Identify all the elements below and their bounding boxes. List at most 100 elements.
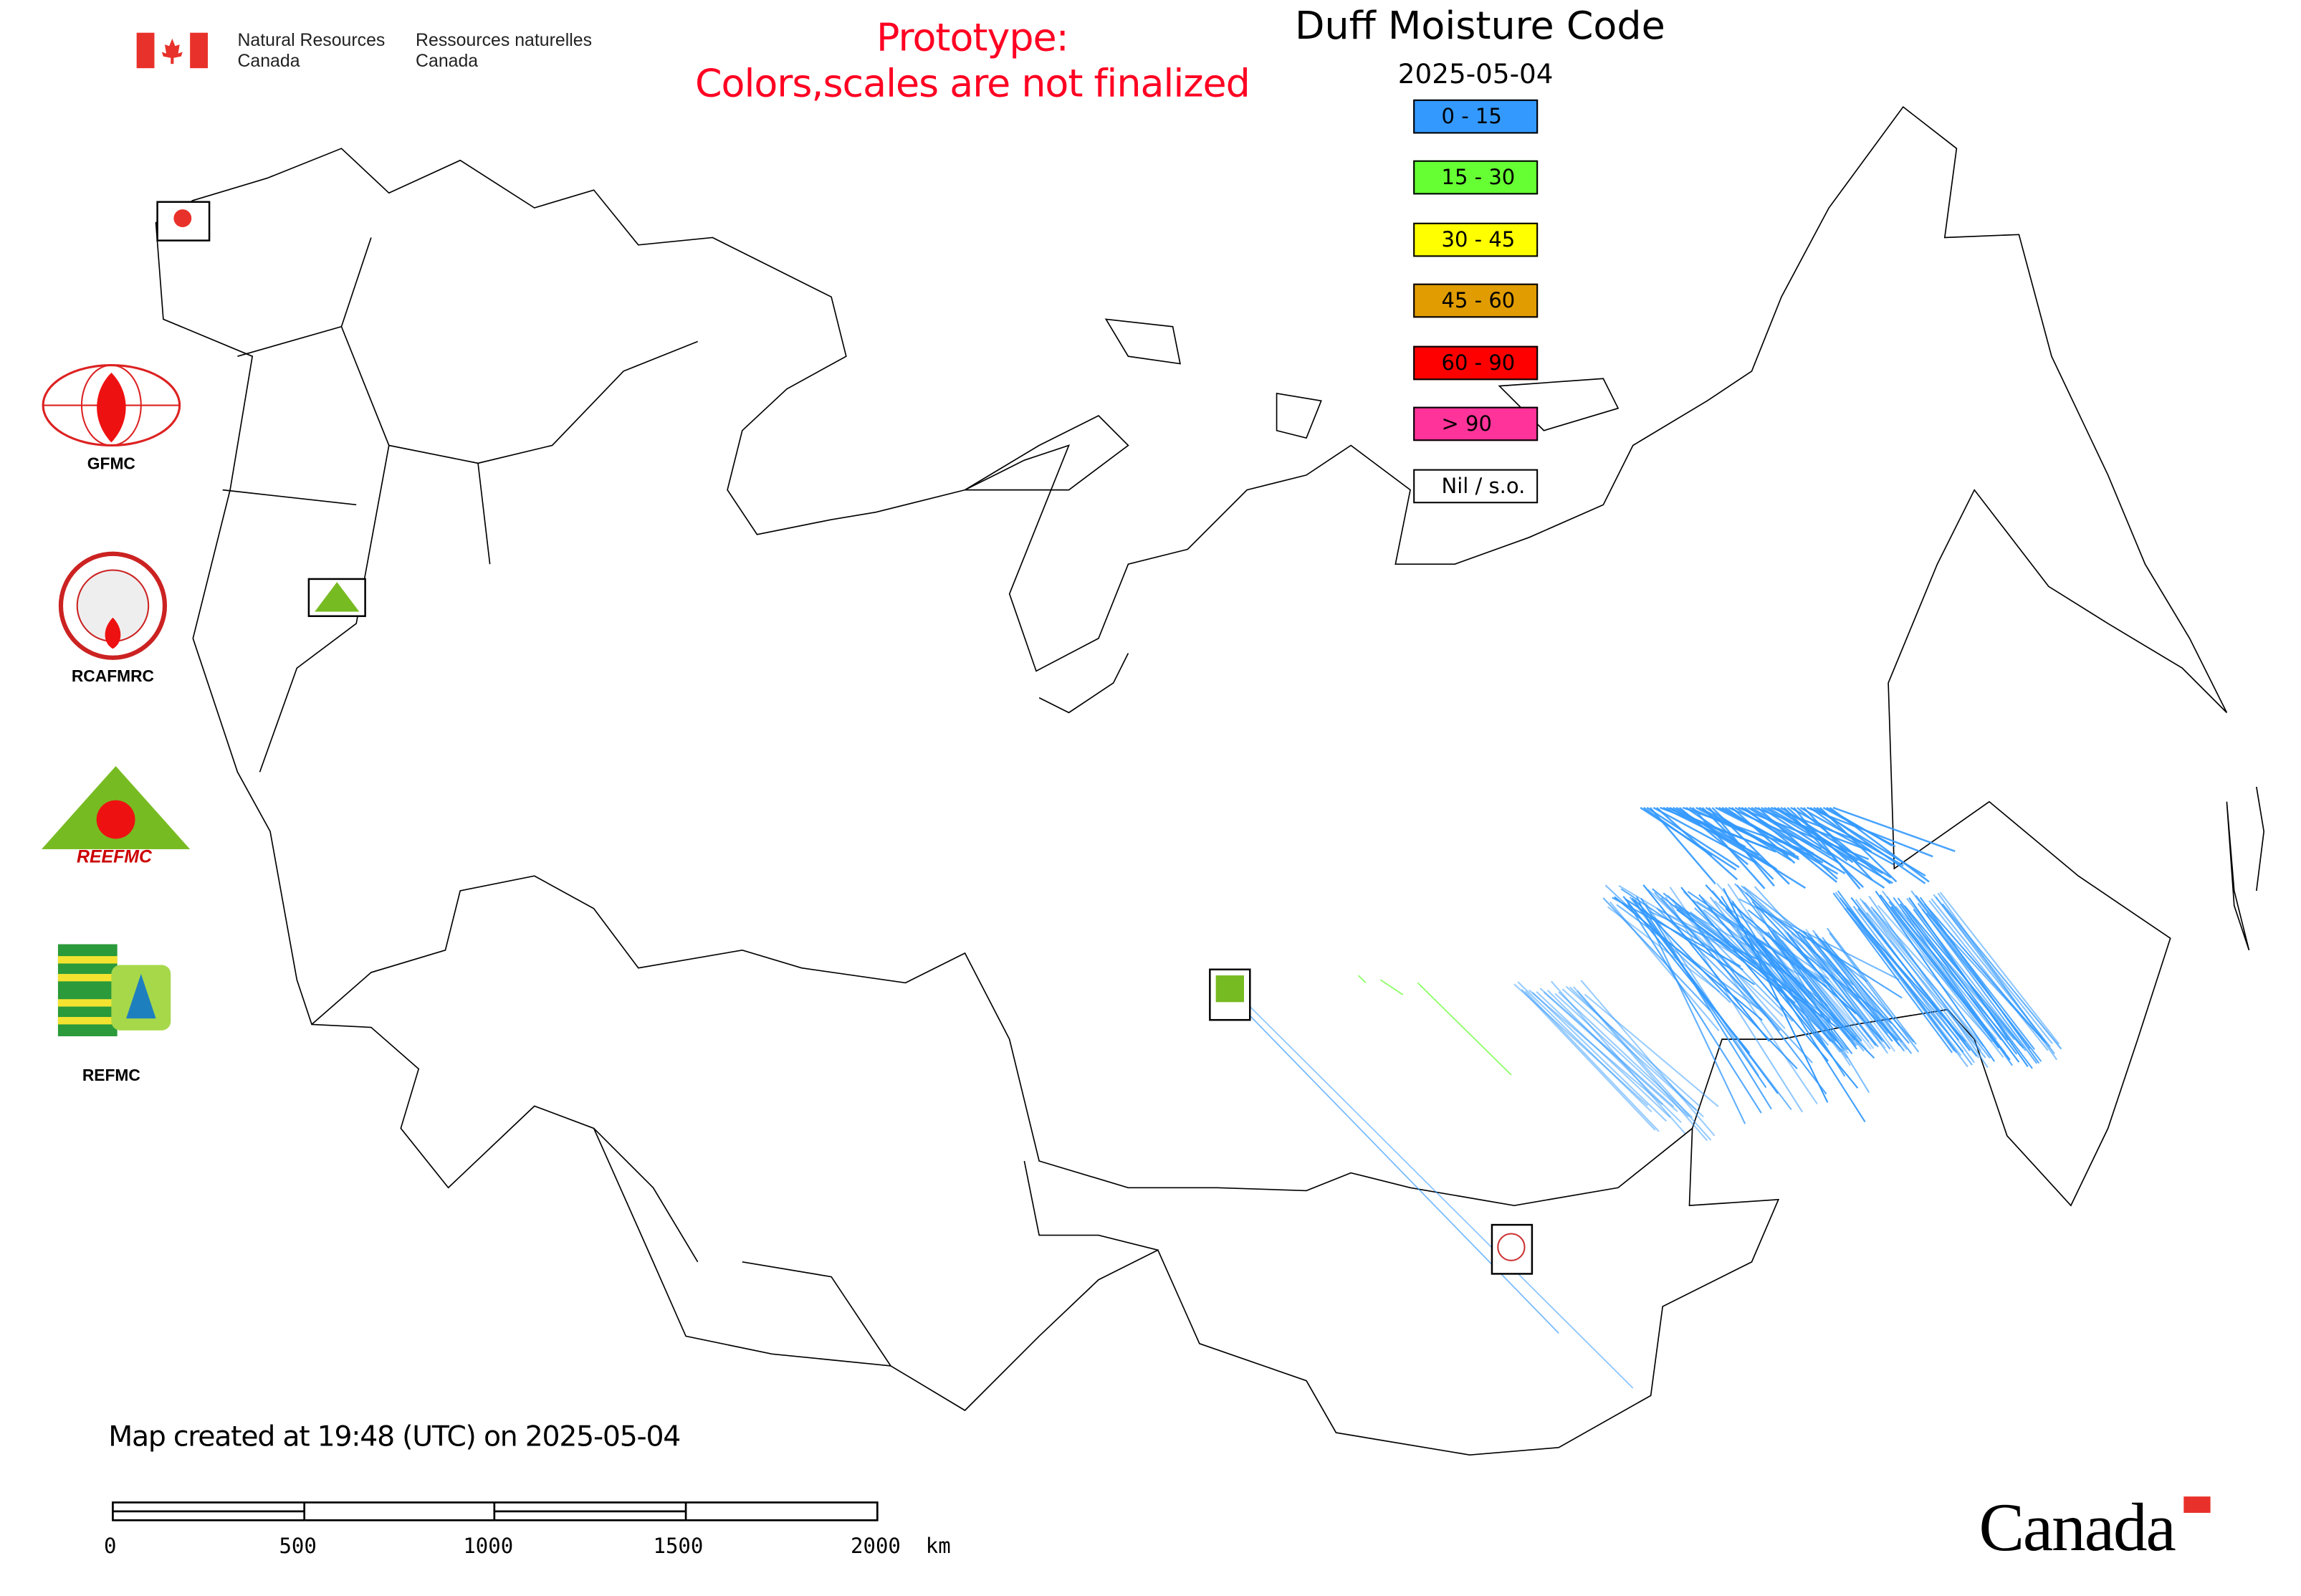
- dmc-streak: [1731, 807, 1796, 864]
- dmc-streak: [1812, 930, 1903, 1043]
- station-rcafmrc-icon: [1497, 1233, 1526, 1261]
- dmc-streak: [1679, 806, 1749, 866]
- dmc-streak: [1819, 938, 1910, 1044]
- dmc-streak: [1776, 935, 1867, 1050]
- dmc-streak: [1937, 892, 2058, 1061]
- dmc-streak: [1649, 807, 1716, 885]
- legend-item: 0 - 15: [1413, 99, 1539, 134]
- dmc-streak: [1781, 940, 1872, 1050]
- dmc-streak: [1666, 806, 1776, 853]
- dmc-streak: [1738, 941, 1829, 1046]
- dmc-streak: [1771, 929, 1862, 1042]
- dmc-data-layer: [1243, 806, 2062, 1389]
- dmc-streak: [1243, 1009, 1559, 1334]
- country-outline: [155, 105, 2228, 1456]
- dmc-streak: [1870, 906, 1991, 1059]
- refmc-label: REFMC: [82, 1067, 140, 1086]
- canada-flag-icon: [136, 32, 209, 69]
- dmc-streak: [1788, 935, 1879, 1048]
- dmc-streak: [1855, 899, 1976, 1064]
- dmc-streak: [1627, 902, 1762, 1114]
- dmc-streak: [1680, 887, 1829, 1062]
- dmc-streak: [1620, 888, 1743, 971]
- dmc-streak: [1517, 981, 1652, 1113]
- dmc-streak: [1357, 975, 1367, 983]
- dmc-streak: [1809, 806, 1872, 853]
- map-title: Duff Moisture Code: [1295, 4, 1665, 49]
- canada-wordmark-text: Canada: [1979, 1489, 2176, 1565]
- dmc-streak: [1685, 910, 1827, 1095]
- dmc-streak: [1817, 939, 1908, 1051]
- island-japan: [2256, 786, 2265, 892]
- scale-label-2000: 2000 km: [851, 1535, 951, 1559]
- dmc-streak: [1532, 992, 1668, 1122]
- wordmark-flag-icon: [2183, 1496, 2211, 1513]
- dmc-streak: [1565, 985, 1700, 1107]
- dmc-streak: [1580, 980, 1716, 1137]
- gfmc-label: GFMC: [87, 455, 135, 474]
- dmc-streak: [1901, 910, 2022, 1047]
- border-europe: [222, 237, 698, 773]
- dmc-streak: [1866, 912, 1986, 1059]
- dmc-streak: [1857, 908, 1978, 1057]
- scale-label-1500: 1500: [653, 1535, 704, 1559]
- border-russia-kazakhstan: [311, 875, 1693, 1206]
- dmc-streak: [1915, 894, 2035, 1051]
- legend-item: 15 - 30: [1413, 160, 1539, 195]
- dmc-streak: [1779, 938, 1870, 1043]
- dmc-streak: [1536, 991, 1671, 1118]
- canada-wordmark: Canada: [1979, 1488, 2211, 1567]
- dmc-streak: [1636, 896, 1746, 1124]
- dmc-streak: [1783, 807, 1865, 889]
- dmc-streak: [1656, 807, 1738, 881]
- dmc-streak: [1875, 890, 1996, 1062]
- island-sakhalin: [2226, 801, 2250, 951]
- dmc-streak: [1862, 900, 1982, 1051]
- dmc-streak: [1791, 932, 1882, 1044]
- dmc-streak: [1614, 896, 1763, 1021]
- legend-item: > 90: [1413, 406, 1539, 441]
- dmc-streak: [1809, 937, 1900, 1046]
- dmc-streak: [1797, 806, 1891, 884]
- dmc-streak: [1747, 909, 1893, 1024]
- dmc-streak: [1645, 902, 1760, 1076]
- dmc-streak: [1646, 806, 1740, 869]
- station-fire-icon: [173, 209, 192, 227]
- dmc-streak: [1921, 909, 2042, 1062]
- island-arctic: [1104, 318, 1620, 439]
- dmc-streak: [1380, 979, 1404, 995]
- dmc-streak: [1760, 942, 1850, 1040]
- dmc-streak: [1868, 895, 1989, 1069]
- bay-baikal: [1038, 653, 1129, 714]
- dmc-streak: [1848, 908, 1968, 1068]
- dmc-streak: [1769, 929, 1860, 1043]
- dmc-streak: [1928, 900, 2049, 1051]
- dmc-streak: [1852, 905, 1973, 1066]
- station-refmc-icon: [1215, 975, 1245, 1003]
- dmc-streak: [1656, 907, 1772, 1022]
- dmc-streak: [1762, 937, 1853, 1054]
- map-date: 2025-05-04: [1397, 59, 1554, 91]
- dmc-streak: [1829, 806, 1930, 883]
- prototype-notice-line1: Prototype:: [876, 16, 1069, 61]
- dmc-streak: [1767, 931, 1857, 1050]
- dmc-streak: [1745, 892, 1899, 1041]
- legend-item: Nil / s.o.: [1413, 469, 1539, 504]
- legend-item: 30 - 45: [1413, 222, 1539, 257]
- dmc-streak: [1800, 933, 1891, 1050]
- dmc-streak: [1816, 806, 1926, 884]
- dmc-streak: [1751, 806, 1831, 856]
- dmc-streak: [1554, 993, 1690, 1117]
- dmc-streak: [1872, 909, 1993, 1043]
- dmc-streak: [1652, 806, 1757, 864]
- agency-en-line2: Canada: [237, 50, 300, 72]
- scale-label-0: 0: [104, 1535, 117, 1559]
- legend-item: 60 - 90: [1413, 345, 1539, 381]
- dmc-streak: [1524, 990, 1660, 1132]
- dmc-streak: [1724, 806, 1796, 856]
- dmc-streak: [1708, 807, 1775, 887]
- dmc-streak: [1939, 892, 2060, 1045]
- dmc-streak: [1711, 807, 1790, 885]
